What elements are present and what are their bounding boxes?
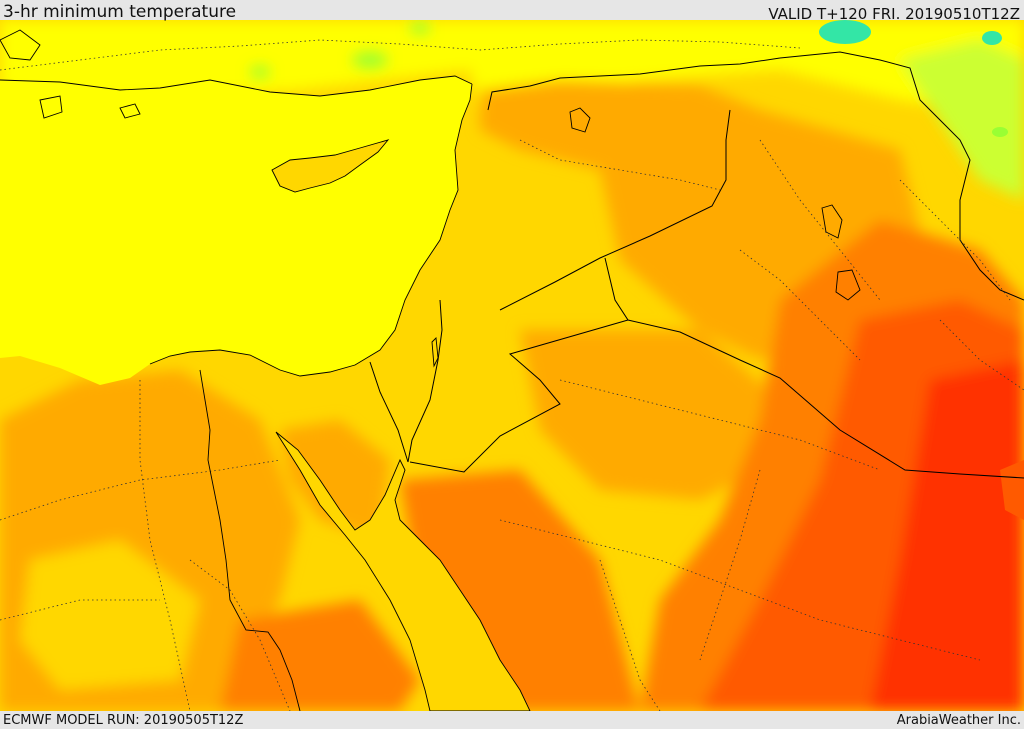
top-bar — [0, 0, 1024, 22]
band-sudan-orange — [220, 600, 420, 711]
border-turkey-syria — [487, 57, 781, 111]
nile-river — [199, 369, 301, 711]
admin-saudi-1 — [559, 379, 881, 471]
green-spot-2 — [250, 66, 270, 78]
admin-saudi-2 — [499, 519, 981, 661]
band-ne-green — [900, 40, 1024, 200]
admin-turkey — [0, 39, 801, 71]
persian-gulf — [1000, 460, 1024, 520]
band-sinai-orange — [280, 420, 390, 540]
border-jordan-saudi — [409, 319, 629, 473]
border-egypt-israel — [369, 361, 409, 463]
model-run-label: ECMWF MODEL RUN: 20190505T12Z — [3, 713, 244, 728]
map-title: 3-hr minimum temperature — [3, 2, 237, 22]
coast-turkey — [0, 75, 473, 97]
admin-iran — [899, 179, 1011, 301]
border-iraq-iran — [779, 51, 1024, 301]
admin-iran-2 — [939, 319, 1024, 391]
green-spot-4 — [992, 127, 1008, 137]
green-spot-3 — [410, 22, 430, 34]
admin-iraq-1 — [759, 139, 881, 301]
admin-saudi-4 — [699, 469, 761, 661]
coast-greece-islands — [0, 29, 141, 119]
band-far-east-red — [870, 360, 1024, 711]
band-egypt-interior-light — [20, 540, 200, 690]
admin-saudi-3 — [599, 559, 661, 711]
band-jordan-saudi-orange — [520, 330, 780, 500]
border-israel-jordan — [407, 299, 443, 463]
admin-syria — [519, 139, 721, 191]
cyan-spot-1 — [819, 20, 871, 44]
coast-caspian-lake — [569, 107, 591, 133]
green-spot-1 — [352, 52, 388, 68]
coast-iraq-lakes — [821, 204, 861, 301]
valid-time: VALID T+120 FRI. 20190510T12Z — [768, 5, 1020, 23]
cyan-spot-2 — [982, 31, 1002, 45]
bottom-bar — [0, 711, 1024, 729]
credit-label: ArabiaWeather Inc. — [896, 713, 1021, 728]
cyprus — [271, 139, 390, 193]
border-iraq-saudi — [604, 257, 1024, 479]
border-syria-iraq — [499, 109, 731, 311]
admin-egypt-4 — [0, 599, 160, 621]
red-sea — [275, 431, 531, 711]
coast-levant — [149, 83, 473, 377]
temperature-map — [0, 20, 1024, 711]
